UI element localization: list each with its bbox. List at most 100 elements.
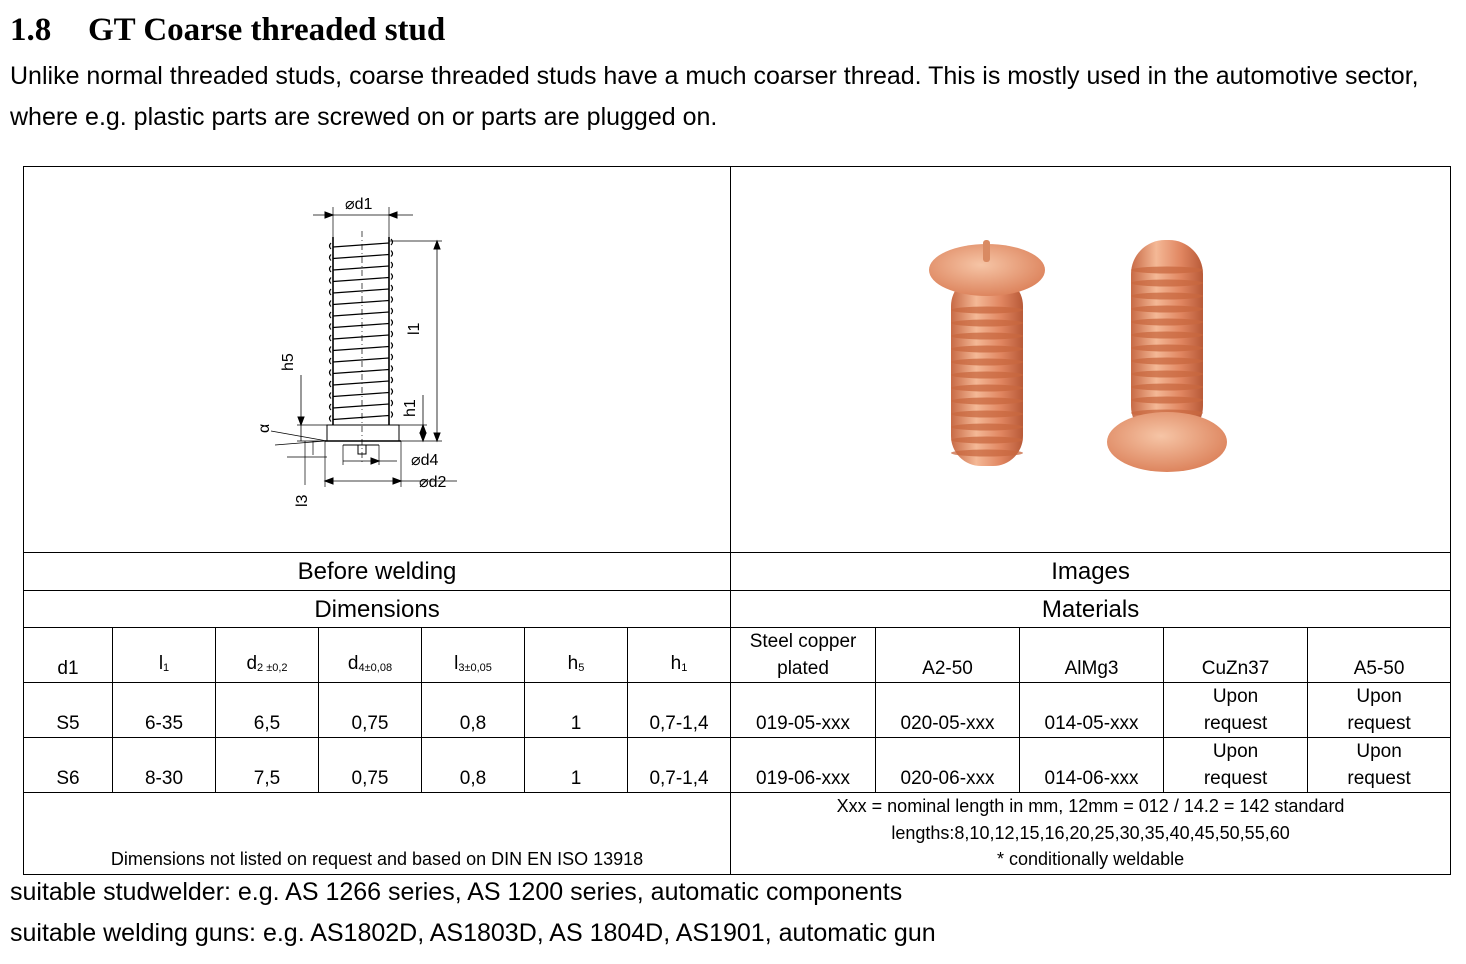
col-almg3: AlMg3 — [1019, 627, 1165, 683]
thread-line — [332, 287, 390, 294]
thread-ridge — [1130, 331, 1203, 338]
thread-edge — [328, 261, 394, 272]
product-photo-cell — [730, 166, 1452, 553]
section-title: GT Coarse threaded stud — [88, 12, 446, 48]
thread-edge — [328, 284, 394, 295]
thread-ridge — [950, 436, 1023, 443]
thread-edge — [328, 387, 394, 399]
cell-d2: 7,5 — [215, 737, 319, 793]
cell-l1: 8-30 — [112, 737, 216, 793]
cell-h1: 0,7-1,4 — [626, 737, 732, 793]
label-d4: ⌀d4 — [411, 452, 439, 469]
thread-ridge — [1130, 318, 1203, 325]
col-d1: d1 — [23, 627, 113, 683]
thread-line — [332, 253, 390, 259]
label-l3: l3 — [294, 494, 311, 507]
materials-note-line1: Xxx = nominal length in mm, 12mm = 012 /… — [836, 796, 1345, 816]
col-steel: Steel copper plated — [730, 627, 877, 683]
col-d2: d2 ±0,2 — [215, 627, 319, 683]
thread-ridge — [1130, 370, 1203, 377]
thread-ridge — [950, 371, 1023, 378]
cell-d1: S6 — [23, 737, 113, 793]
thread-edge — [328, 341, 394, 353]
label-h5: h5 — [280, 353, 297, 371]
thread-ridge — [950, 397, 1023, 404]
thread-edge — [328, 376, 394, 387]
cell-a2: 020-05-xxx — [875, 682, 1021, 738]
thread-ridge — [950, 345, 1023, 352]
label-h1: h1 — [402, 399, 419, 417]
thread-line — [332, 368, 390, 374]
col-h1: h1 — [626, 627, 732, 683]
thread-edge — [328, 399, 394, 410]
materials-note: Xxx = nominal length in mm, 12mm = 012 /… — [730, 792, 1452, 875]
col-cuzn37: CuZn37 — [1163, 627, 1309, 683]
stud-photo-left — [928, 239, 1045, 466]
col-h5: h5 — [524, 627, 628, 683]
thread-line — [332, 299, 390, 305]
product-photo — [928, 239, 1227, 472]
thread-line — [332, 264, 390, 271]
thread-line — [332, 402, 390, 409]
thread-edge — [328, 307, 394, 318]
stud-photo-right — [1106, 239, 1227, 472]
label-alpha: α — [256, 423, 273, 432]
cell-d1: S5 — [23, 682, 113, 738]
thread-ridge — [950, 384, 1023, 391]
col-l3: l3±0,05 — [421, 627, 525, 683]
cell-cuzn37: Upon request — [1163, 682, 1309, 738]
thread-ridge — [950, 332, 1023, 339]
header-before-welding: Before welding — [22, 552, 732, 591]
label-l1: l1 — [406, 322, 423, 335]
thread-edge — [328, 410, 394, 422]
suitable-studwelder: suitable studwelder: e.g. AS 1266 series… — [10, 878, 903, 906]
cell-a5: Upon request — [1307, 682, 1452, 738]
dimensions-note: Dimensions not listed on request and bas… — [22, 792, 732, 875]
cell-d2: 6,5 — [215, 682, 319, 738]
label-d1: ⌀d1 — [345, 196, 373, 213]
thread-ridge — [1130, 279, 1203, 286]
thread-ridge — [1130, 292, 1203, 299]
thread-line — [332, 322, 390, 328]
thread-line — [332, 345, 390, 351]
cell-l3: 0,8 — [421, 682, 525, 738]
section-heading: 1.8 GT Coarse threaded stud — [10, 8, 445, 52]
thread-ridge — [950, 319, 1023, 326]
thread-ridge — [950, 410, 1023, 417]
thread-ridge — [1130, 396, 1203, 403]
thread-ridge — [1130, 344, 1203, 351]
thread-edge — [328, 318, 394, 330]
thread-line — [332, 356, 390, 363]
thread-edge — [328, 249, 394, 261]
cell-steel: 019-06-xxx — [730, 737, 877, 793]
cell-h1: 0,7-1,4 — [626, 682, 732, 738]
cell-l3: 0,8 — [421, 737, 525, 793]
cell-a2: 020-06-xxx — [875, 737, 1021, 793]
thread-ridge — [1130, 357, 1203, 364]
materials-note-line2: lengths:8,10,12,15,16,20,25,30,35,40,45,… — [891, 822, 1290, 843]
thread-edge — [328, 353, 394, 364]
col-a2: A2-50 — [875, 627, 1021, 683]
cell-d4: 0,75 — [318, 737, 422, 793]
intro-paragraph: Unlike normal threaded studs, coarse thr… — [10, 62, 1419, 131]
thread-ridge — [950, 358, 1023, 365]
cell-h5: 1 — [524, 682, 628, 738]
footer: suitable studwelder: e.g. AS 1266 series… — [10, 872, 936, 954]
thread-ridge — [1130, 383, 1203, 390]
header-images: Images — [730, 552, 1452, 591]
thread-ridge — [950, 449, 1023, 456]
thread-edge — [328, 272, 394, 284]
thread-ridge — [950, 306, 1023, 313]
thread-edge — [328, 238, 394, 249]
technical-drawing: ⌀d1 l1 h1 h5 α ⌀d4 ⌀d2 l3 — [256, 196, 458, 507]
thread-line — [332, 276, 390, 282]
col-l1: l1 — [112, 627, 216, 683]
cell-cuzn37: Upon request — [1163, 737, 1309, 793]
label-d2: ⌀d2 — [419, 474, 447, 491]
cell-steel: 019-05-xxx — [730, 682, 877, 738]
cell-almg3: 014-05-xxx — [1019, 682, 1165, 738]
spec-table: ⌀d1 l1 h1 h5 α ⌀d4 ⌀d2 l3 — [22, 166, 1452, 875]
thread-line — [332, 379, 390, 386]
suitable-welding-guns: suitable welding guns: e.g. AS1802D, AS1… — [10, 919, 936, 947]
header-dimensions: Dimensions — [22, 590, 732, 628]
